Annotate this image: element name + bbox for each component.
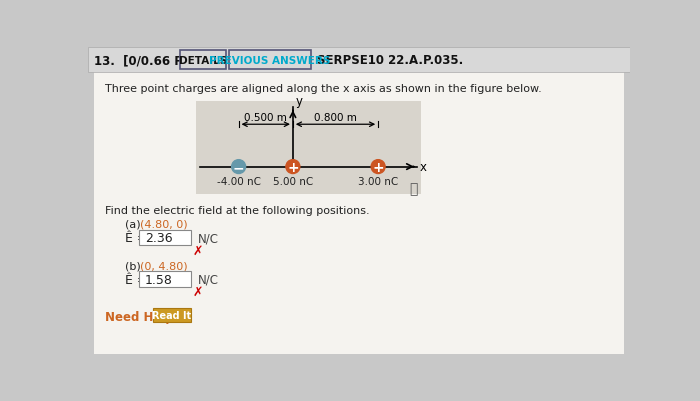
Text: N/C: N/C <box>197 232 218 245</box>
FancyBboxPatch shape <box>180 51 226 70</box>
Text: +: + <box>287 160 299 174</box>
FancyBboxPatch shape <box>228 51 312 70</box>
Text: Three point charges are aligned along the x axis as shown in the figure below.: Three point charges are aligned along th… <box>104 83 541 93</box>
Text: Find the electric field at the following positions.: Find the electric field at the following… <box>104 206 369 216</box>
Text: y: y <box>295 94 302 107</box>
FancyBboxPatch shape <box>196 102 421 194</box>
Text: (4.80, 0): (4.80, 0) <box>140 219 188 229</box>
Text: SERPSE10 22.A.P.035.: SERPSE10 22.A.P.035. <box>317 54 463 67</box>
FancyBboxPatch shape <box>153 308 190 322</box>
Text: 0.800 m: 0.800 m <box>314 113 357 123</box>
FancyBboxPatch shape <box>94 73 624 354</box>
Text: x: x <box>419 161 426 174</box>
Text: ✗: ✗ <box>193 286 204 298</box>
Text: Need Help?: Need Help? <box>104 310 180 323</box>
Text: (0, 4.80): (0, 4.80) <box>140 261 188 271</box>
Circle shape <box>232 160 246 174</box>
Text: (a): (a) <box>125 219 140 229</box>
Text: Ê =: Ê = <box>125 232 147 245</box>
Text: PREVIOUS ANSWERS: PREVIOUS ANSWERS <box>209 55 330 65</box>
Text: 13.  [0/0.66 Points]: 13. [0/0.66 Points] <box>94 54 221 67</box>
Text: Read It: Read It <box>153 310 192 320</box>
Text: (b): (b) <box>125 261 141 271</box>
FancyBboxPatch shape <box>88 48 630 73</box>
Text: DETAILS: DETAILS <box>179 55 227 65</box>
Text: N/C: N/C <box>197 273 218 286</box>
Circle shape <box>371 160 385 174</box>
Text: 0.500 m: 0.500 m <box>244 113 287 123</box>
Text: +: + <box>372 160 384 174</box>
Text: 3.00 nC: 3.00 nC <box>358 176 398 186</box>
FancyBboxPatch shape <box>139 230 191 245</box>
FancyBboxPatch shape <box>139 271 191 287</box>
Circle shape <box>286 160 300 174</box>
Text: ⓘ: ⓘ <box>409 182 417 196</box>
Text: -4.00 nC: -4.00 nC <box>216 176 260 186</box>
Text: −: − <box>233 160 244 174</box>
Text: 2.36: 2.36 <box>145 231 172 244</box>
Text: 1.58: 1.58 <box>145 273 173 286</box>
Text: Ê =: Ê = <box>125 273 147 286</box>
Text: 5.00 nC: 5.00 nC <box>273 176 313 186</box>
Text: ✗: ✗ <box>193 244 204 257</box>
